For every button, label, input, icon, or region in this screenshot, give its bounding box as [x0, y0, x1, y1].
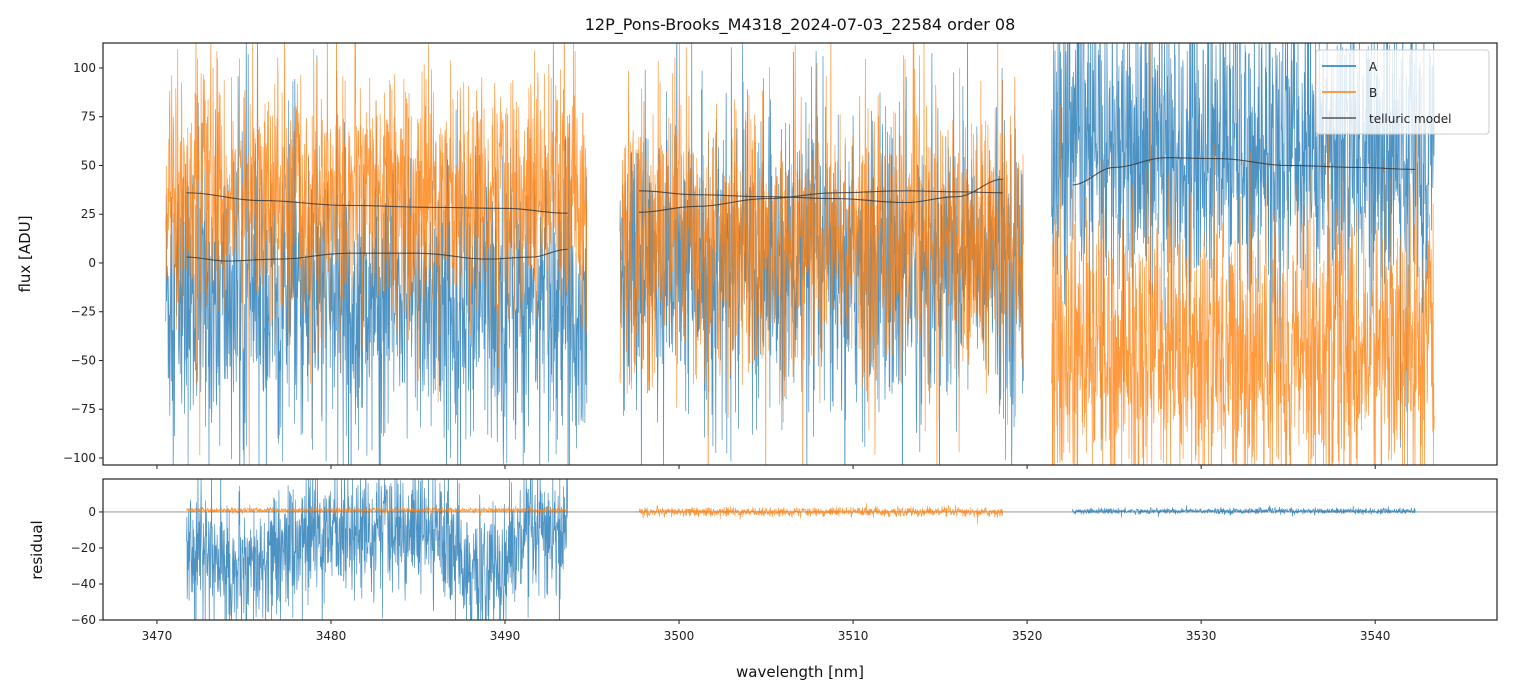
x-tick-label: 3470 [142, 629, 173, 643]
residual-y-axis-label: residual [28, 520, 46, 579]
top-series-b-segment-1 [165, 43, 588, 465]
top-y-tick-label: 0 [88, 256, 96, 270]
residual-axes-frame [102, 478, 1498, 621]
top-y-tick-label: −100 [63, 451, 96, 465]
telluric-model-line-1 [186, 248, 568, 262]
x-tick-label: 3500 [664, 629, 695, 643]
telluric-model-line-5 [1072, 157, 1416, 186]
residual-y-tick-label: −40 [71, 577, 96, 591]
top-y-tick-label: −25 [71, 305, 96, 319]
top-y-tick-label: 25 [81, 207, 96, 221]
residual-y-tick-label: −60 [71, 613, 96, 627]
top-y-axis-label: flux [ADU] [16, 215, 34, 292]
telluric-model-line-3 [638, 178, 1003, 204]
legend-label-telluric: telluric model [1369, 112, 1451, 126]
top-axes-frame [102, 42, 1498, 466]
residual-y-tick-label: −20 [71, 541, 96, 555]
top-y-tick-label: 50 [81, 158, 96, 172]
top-y-tick-label: 100 [73, 61, 96, 75]
residual-series-a-segment-1 [186, 479, 568, 620]
x-tick-label: 3520 [1012, 629, 1043, 643]
residual-plot-data [103, 479, 1497, 620]
top-series-b-segment-3 [1051, 43, 1435, 465]
x-axis-label: wavelength [nm] [736, 663, 864, 681]
residual-series-b-segment-2 [638, 503, 1004, 525]
x-tick-label: 3530 [1186, 629, 1217, 643]
residual-series-b-segment-1 [186, 504, 569, 516]
top-series-b-segment-2 [619, 43, 1024, 465]
x-tick-label: 3540 [1360, 629, 1391, 643]
legend-label-a: A [1369, 60, 1378, 74]
top-y-tick-label: 75 [81, 110, 96, 124]
x-tick-label: 3490 [490, 629, 521, 643]
legend-label-b: B [1369, 86, 1377, 100]
x-tick-label: 3480 [316, 629, 347, 643]
legend: A B telluric model [1315, 49, 1490, 135]
axes-ticks: −100 −75 −50 −25 0 25 50 75 100 −60 −40 −20 0 3470 348… [63, 61, 1390, 643]
telluric-model-line-4 [638, 190, 1003, 213]
telluric-model-line-2 [186, 192, 568, 214]
top-y-tick-label: −75 [71, 402, 96, 416]
residual-y-tick-label: 0 [88, 505, 96, 519]
top-plot-data [165, 43, 1435, 465]
x-tick-label: 3510 [838, 629, 869, 643]
chart-title: 12P_Pons-Brooks_M4318_2024-07-03_22584 o… [585, 15, 1016, 35]
residual-series-a-segment-2 [1072, 505, 1416, 518]
top-y-tick-label: −50 [71, 353, 96, 367]
